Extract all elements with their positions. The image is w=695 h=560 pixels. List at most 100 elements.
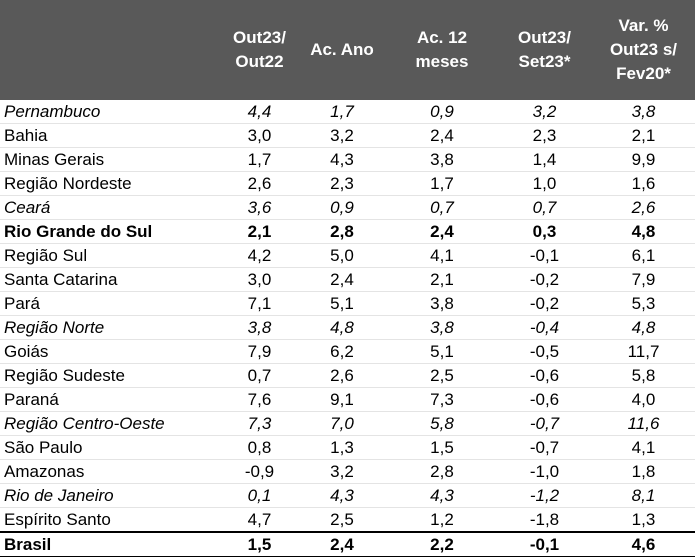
- value-cell: 6,1: [592, 243, 695, 268]
- value-cell: 1,8: [592, 459, 695, 484]
- value-cell: -0,5: [497, 339, 592, 364]
- value-cell: 11,6: [592, 411, 695, 436]
- table-row: Região Centro-Oeste 7,3 7,0 5,8 -0,7 11,6: [0, 411, 695, 436]
- column-header: Var. % Out23 s/ Fev20*: [592, 0, 695, 100]
- value-cell: 1,5: [222, 531, 297, 557]
- value-cell: 2,6: [222, 171, 297, 196]
- value-cell: 4,8: [592, 219, 695, 244]
- value-cell: -0,1: [497, 243, 592, 268]
- value-cell: 2,8: [297, 219, 387, 244]
- value-cell: 0,1: [222, 483, 297, 508]
- value-cell: 0,7: [387, 195, 497, 220]
- value-cell: 2,5: [387, 363, 497, 388]
- region-cell: Bahia: [0, 123, 222, 148]
- value-cell: 2,6: [297, 363, 387, 388]
- value-cell: 3,8: [387, 147, 497, 172]
- value-cell: 7,6: [222, 387, 297, 412]
- value-cell: 1,7: [387, 171, 497, 196]
- table-row: Paraná 7,6 9,1 7,3 -0,6 4,0: [0, 387, 695, 412]
- table-row: Bahia 3,0 3,2 2,4 2,3 2,1: [0, 123, 695, 148]
- value-cell: 5,0: [297, 243, 387, 268]
- value-cell: 1,5: [387, 435, 497, 460]
- value-cell: 8,1: [592, 483, 695, 508]
- table-row: Região Norte 3,8 4,8 3,8 -0,4 4,8: [0, 315, 695, 340]
- region-cell: Brasil: [0, 531, 222, 557]
- column-header: Ac. Ano: [297, 0, 387, 100]
- value-cell: 7,9: [592, 267, 695, 292]
- value-cell: 1,3: [592, 507, 695, 533]
- value-cell: 1,3: [297, 435, 387, 460]
- header-row: Out23/ Out22 Ac. Ano Ac. 12 meses Out23/ Se…: [0, 0, 695, 100]
- table-row: Ceará 3,6 0,9 0,7 0,7 2,6: [0, 195, 695, 220]
- value-cell: 1,7: [297, 100, 387, 124]
- table-row: Amazonas -0,9 3,2 2,8 -1,0 1,8: [0, 459, 695, 484]
- region-cell: Pará: [0, 291, 222, 316]
- value-cell: 1,0: [497, 171, 592, 196]
- value-cell: 11,7: [592, 339, 695, 364]
- value-cell: 5,8: [387, 411, 497, 436]
- value-cell: 0,8: [222, 435, 297, 460]
- value-cell: -0,2: [497, 291, 592, 316]
- value-cell: 5,3: [592, 291, 695, 316]
- region-cell: Região Sul: [0, 243, 222, 268]
- value-cell: 4,8: [592, 315, 695, 340]
- value-cell: -0,4: [497, 315, 592, 340]
- value-cell: 5,8: [592, 363, 695, 388]
- value-cell: 4,3: [297, 483, 387, 508]
- value-cell: 3,2: [297, 459, 387, 484]
- value-cell: 2,8: [387, 459, 497, 484]
- value-cell: 9,1: [297, 387, 387, 412]
- table-row: Minas Gerais 1,7 4,3 3,8 1,4 9,9: [0, 147, 695, 172]
- value-cell: 2,2: [387, 531, 497, 557]
- value-cell: 4,0: [592, 387, 695, 412]
- value-cell: 3,0: [222, 267, 297, 292]
- region-cell: Região Nordeste: [0, 171, 222, 196]
- value-cell: 2,1: [592, 123, 695, 148]
- value-cell: 2,6: [592, 195, 695, 220]
- value-cell: 0,9: [297, 195, 387, 220]
- region-cell: Espírito Santo: [0, 507, 222, 533]
- value-cell: 3,8: [387, 315, 497, 340]
- region-cell: Santa Catarina: [0, 267, 222, 292]
- value-cell: 6,2: [297, 339, 387, 364]
- value-cell: 3,8: [592, 100, 695, 124]
- value-cell: 0,7: [222, 363, 297, 388]
- table-row: Região Sudeste 0,7 2,6 2,5 -0,6 5,8: [0, 363, 695, 388]
- value-cell: -1,8: [497, 507, 592, 533]
- table-row: Rio Grande do Sul 2,1 2,8 2,4 0,3 4,8: [0, 219, 695, 244]
- value-cell: 1,6: [592, 171, 695, 196]
- value-cell: 2,4: [297, 267, 387, 292]
- value-cell: 3,6: [222, 195, 297, 220]
- table-row: Espírito Santo 4,7 2,5 1,2 -1,8 1,3: [0, 507, 695, 533]
- value-cell: 0,3: [497, 219, 592, 244]
- value-cell: 4,2: [222, 243, 297, 268]
- value-cell: 4,7: [222, 507, 297, 533]
- value-cell: 3,0: [222, 123, 297, 148]
- region-cell: Região Centro-Oeste: [0, 411, 222, 436]
- value-cell: 3,8: [387, 291, 497, 316]
- region-cell: Região Sudeste: [0, 363, 222, 388]
- value-cell: 4,4: [222, 100, 297, 124]
- value-cell: 2,4: [387, 123, 497, 148]
- column-header: [0, 0, 222, 100]
- value-cell: 9,9: [592, 147, 695, 172]
- value-cell: 3,8: [222, 315, 297, 340]
- value-cell: 7,0: [297, 411, 387, 436]
- value-cell: 4,3: [297, 147, 387, 172]
- value-cell: 4,3: [387, 483, 497, 508]
- value-cell: 2,1: [387, 267, 497, 292]
- table-row: Santa Catarina 3,0 2,4 2,1 -0,2 7,9: [0, 267, 695, 292]
- value-cell: -0,7: [497, 435, 592, 460]
- column-header: Out23/ Out22: [222, 0, 297, 100]
- table-row: Brasil 1,5 2,4 2,2 -0,1 4,6: [0, 531, 695, 557]
- value-cell: -0,6: [497, 363, 592, 388]
- region-cell: Rio de Janeiro: [0, 483, 222, 508]
- value-cell: 0,7: [497, 195, 592, 220]
- value-cell: -0,6: [497, 387, 592, 412]
- region-cell: Rio Grande do Sul: [0, 219, 222, 244]
- value-cell: 2,4: [297, 531, 387, 557]
- value-cell: -1,0: [497, 459, 592, 484]
- value-cell: 2,3: [497, 123, 592, 148]
- value-cell: 1,2: [387, 507, 497, 533]
